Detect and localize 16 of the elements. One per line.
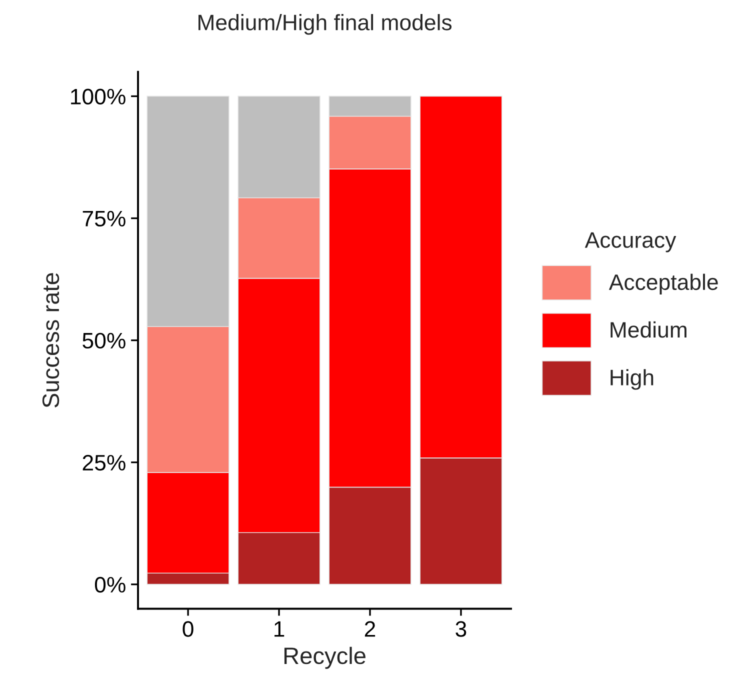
y-tick-label: 0% xyxy=(94,576,126,593)
y-axis-title: Success rate xyxy=(42,273,60,408)
y-tick-label: 25% xyxy=(82,454,126,471)
x-tick-label: 3 xyxy=(456,621,466,637)
x-axis-title: Recycle xyxy=(284,646,366,669)
y-tick-label: 100% xyxy=(71,88,126,104)
legend-label: Medium xyxy=(610,321,686,338)
legend-label: High xyxy=(610,369,654,390)
legend-label: Acceptable xyxy=(608,274,718,294)
legend-title: Accuracy xyxy=(584,232,676,252)
chart-title: Medium/High final models xyxy=(198,14,452,35)
x-tick-label: 2 xyxy=(364,621,376,637)
y-tick-label: 50% xyxy=(82,332,126,349)
x-tick-label: 0 xyxy=(182,621,194,637)
x-tick-label: 1 xyxy=(274,621,284,637)
y-tick-label: 75% xyxy=(82,210,126,227)
